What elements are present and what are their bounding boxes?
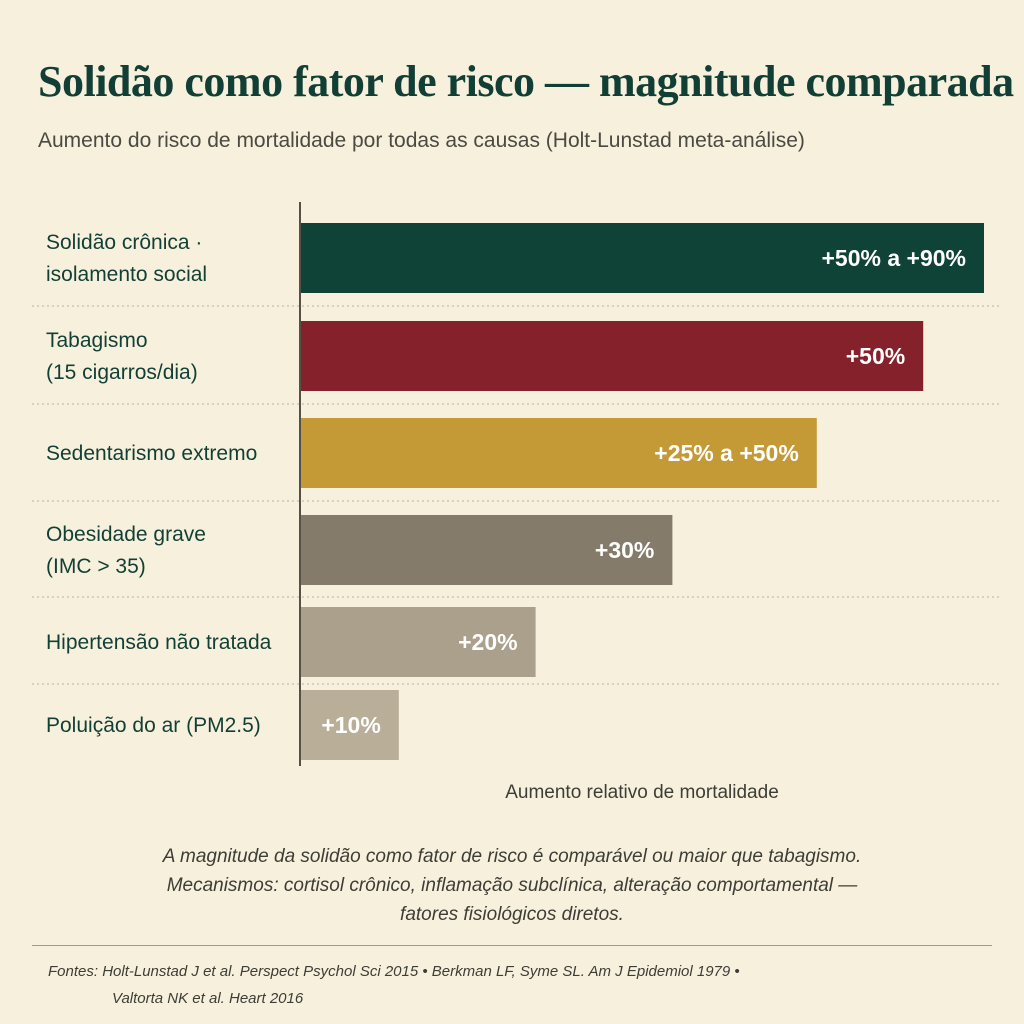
chart-title: Solidão como fator de risco — magnitude …	[38, 57, 1014, 106]
bar-value-label: +10%	[321, 712, 380, 738]
bar	[300, 690, 399, 760]
bar	[300, 223, 984, 293]
bar	[300, 515, 673, 585]
bar-value-label: +50%	[846, 343, 905, 369]
bar	[300, 321, 924, 391]
note-line: fatores fisiológicos diretos.	[400, 904, 624, 925]
bar	[300, 607, 536, 677]
chart-note: A magnitude da solidão como fator de ris…	[60, 842, 964, 929]
category-label: Hipertensão não tratada	[46, 631, 272, 654]
category-label: Sedentarismo extremo	[46, 442, 257, 465]
bar-value-label: +20%	[458, 629, 517, 655]
category-label: Obesidade grave (IMC > 35)	[46, 523, 206, 578]
note-line: Mecanismos: cortisol crônico, inflamação…	[166, 875, 858, 896]
category-label: Solidão crônica · isolamento social	[46, 231, 207, 286]
bar	[300, 418, 817, 488]
category-label: Tabagismo (15 cigarros/dia)	[46, 329, 198, 384]
category-label: Poluição do ar (PM2.5)	[46, 714, 261, 737]
chart-subtitle: Aumento do risco de mortalidade por toda…	[38, 129, 805, 152]
divider	[32, 945, 992, 946]
bar-value-label: +25% a +50%	[654, 440, 799, 466]
note-line: A magnitude da solidão como fator de ris…	[162, 846, 862, 867]
bar-value-label: +30%	[595, 537, 654, 563]
sources: Fontes: Holt-Lunstad J et al. Perspect P…	[48, 958, 988, 1012]
bar-value-label: +50% a +90%	[821, 245, 966, 271]
x-axis-label: Aumento relativo de mortalidade	[505, 782, 779, 803]
bar-chart: +50% a +90% Solidão crônica · isolamento s…	[32, 202, 1000, 766]
sources-line: Fontes: Holt-Lunstad J et al. Perspect P…	[48, 963, 740, 980]
sources-line: Valtorta NK et al. Heart 2016	[112, 990, 304, 1007]
